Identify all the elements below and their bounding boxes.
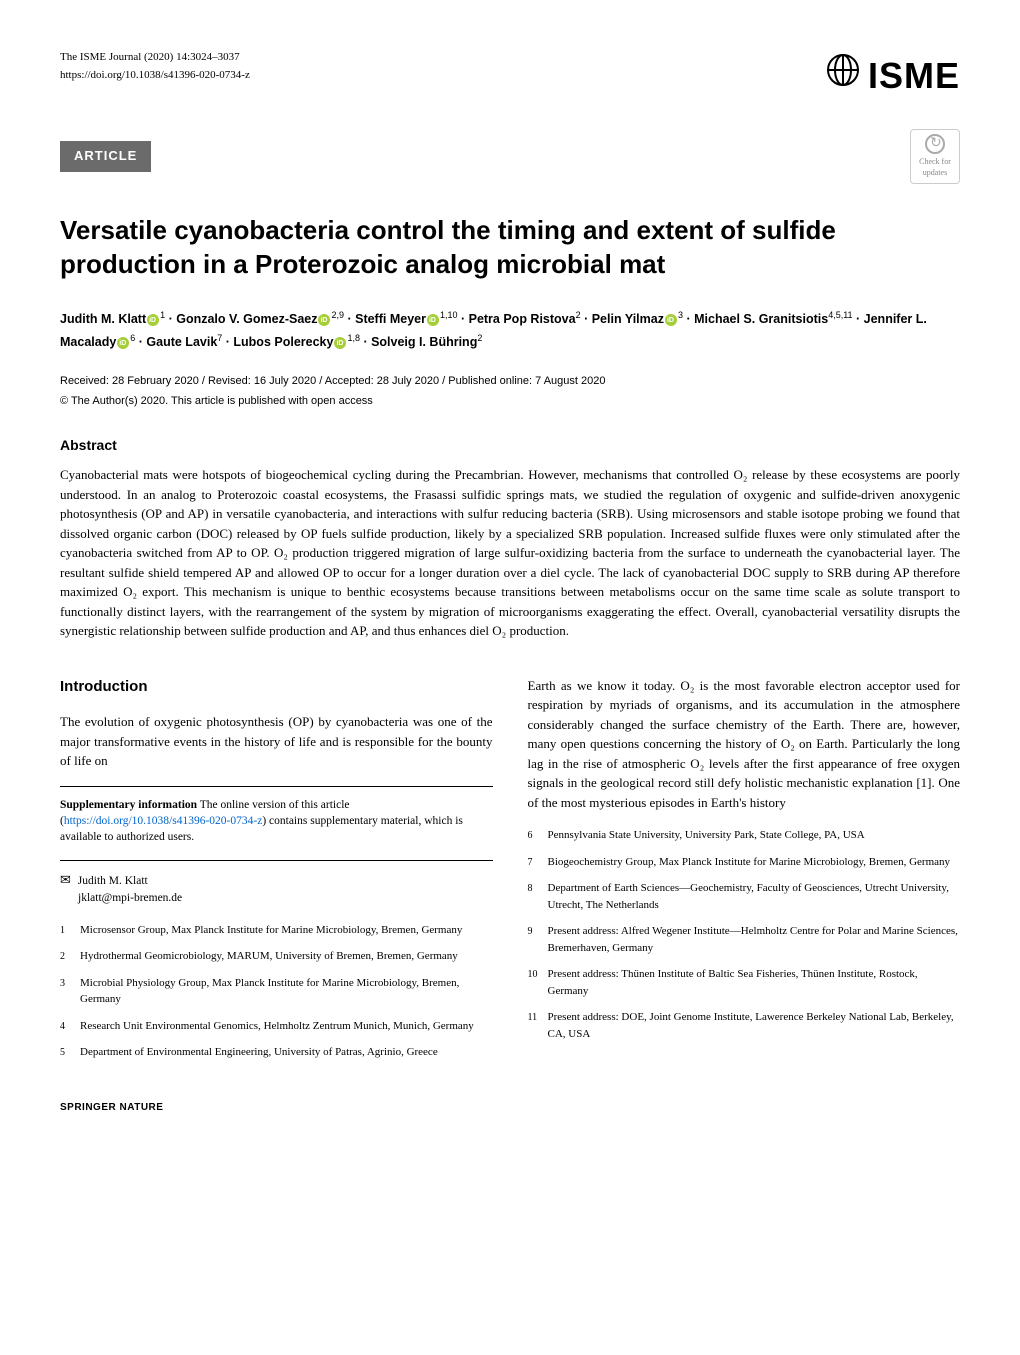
affil-text: Department of Environmental Engineering,…	[80, 1044, 493, 1061]
affiliations-left: 1Microsensor Group, Max Planck Institute…	[60, 922, 493, 1061]
article-dates: Received: 28 February 2020 / Revised: 16…	[60, 374, 960, 390]
affil-text: Biogeochemistry Group, Max Planck Instit…	[548, 854, 961, 871]
article-title: Versatile cyanobacteria control the timi…	[60, 214, 960, 282]
two-column-body: Introduction The evolution of oxygenic p…	[60, 676, 960, 1071]
affiliation-item: 7Biogeochemistry Group, Max Planck Insti…	[528, 854, 961, 871]
check-updates-icon	[925, 134, 945, 154]
affil-number: 11	[528, 1009, 548, 1042]
affil-text: Microbial Physiology Group, Max Planck I…	[80, 975, 493, 1008]
right-column: Earth as we know it today. O₂ is the mos…	[528, 676, 961, 1071]
affiliation-item: 4Research Unit Environmental Genomics, H…	[60, 1018, 493, 1035]
corresp-name: Judith M. Klatt	[78, 875, 148, 887]
article-tag-row: ARTICLE Check for updates	[60, 129, 960, 184]
affil-text: Present address: DOE, Joint Genome Insti…	[548, 1009, 961, 1042]
affil-number: 2	[60, 948, 80, 965]
license-line: © The Author(s) 2020. This article is pu…	[60, 394, 960, 410]
envelope-icon: ✉	[60, 872, 71, 887]
intro-paragraph-2: Earth as we know it today. O₂ is the mos…	[528, 676, 961, 813]
affil-number: 9	[528, 923, 548, 956]
springer-nature-footer: SPRINGER NATURE	[60, 1101, 960, 1116]
left-column: Introduction The evolution of oxygenic p…	[60, 676, 493, 1071]
affiliation-item: 8Department of Earth Sciences—Geochemist…	[528, 880, 961, 913]
supp-link[interactable]: https://doi.org/10.1038/s41396-020-0734-…	[64, 815, 262, 827]
check-updates-badge[interactable]: Check for updates	[910, 129, 960, 184]
affil-number: 4	[60, 1018, 80, 1035]
affil-text: Research Unit Environmental Genomics, He…	[80, 1018, 493, 1035]
abstract-heading: Abstract	[60, 435, 960, 455]
affil-text: Hydrothermal Geomicrobiology, MARUM, Uni…	[80, 948, 493, 965]
affiliation-item: 6Pennsylvania State University, Universi…	[528, 827, 961, 844]
affiliation-item: 3Microbial Physiology Group, Max Planck …	[60, 975, 493, 1008]
affil-text: Pennsylvania State University, Universit…	[548, 827, 961, 844]
orcid-icon[interactable]	[665, 314, 677, 326]
authors-line: Judith M. Klatt1 · Gonzalo V. Gomez-Saez…	[60, 307, 960, 354]
affiliation-item: 2Hydrothermal Geomicrobiology, MARUM, Un…	[60, 948, 493, 965]
affiliation-item: 1Microsensor Group, Max Planck Institute…	[60, 922, 493, 939]
affiliation-item: 5Department of Environmental Engineering…	[60, 1044, 493, 1061]
supp-label: Supplementary information	[60, 799, 197, 811]
isme-logo: ISME	[826, 50, 960, 102]
orcid-icon[interactable]	[427, 314, 439, 326]
isme-text: ISME	[868, 50, 960, 102]
intro-paragraph-1: The evolution of oxygenic photosynthesis…	[60, 712, 493, 771]
affil-number: 5	[60, 1044, 80, 1061]
orcid-icon[interactable]	[147, 314, 159, 326]
globe-icon	[826, 53, 860, 100]
affil-number: 10	[528, 966, 548, 999]
affil-text: Present address: Thünen Institute of Bal…	[548, 966, 961, 999]
affil-number: 6	[528, 827, 548, 844]
affil-text: Department of Earth Sciences—Geochemistr…	[548, 880, 961, 913]
orcid-icon[interactable]	[117, 337, 129, 349]
left-header: The ISME Journal (2020) 14:3024–3037 htt…	[60, 50, 826, 109]
affil-number: 3	[60, 975, 80, 1008]
supplementary-info-box: Supplementary information The online ver…	[60, 786, 493, 845]
check-updates-label: Check for updates	[919, 157, 951, 178]
corresp-email: jklatt@mpi-bremen.de	[78, 892, 182, 904]
abstract-text: Cyanobacterial mats were hotspots of bio…	[60, 465, 960, 641]
affil-number: 8	[528, 880, 548, 913]
affil-text: Present address: Alfred Wegener Institut…	[548, 923, 961, 956]
affiliations-right: 6Pennsylvania State University, Universi…	[528, 827, 961, 1042]
affiliation-item: 11Present address: DOE, Joint Genome Ins…	[528, 1009, 961, 1042]
affiliation-item: 9Present address: Alfred Wegener Institu…	[528, 923, 961, 956]
affil-number: 7	[528, 854, 548, 871]
article-tag: ARTICLE	[60, 141, 151, 172]
affil-number: 1	[60, 922, 80, 939]
orcid-icon[interactable]	[334, 337, 346, 349]
introduction-heading: Introduction	[60, 676, 493, 698]
doi-link[interactable]: https://doi.org/10.1038/s41396-020-0734-…	[60, 68, 826, 84]
affil-text: Microsensor Group, Max Planck Institute …	[80, 922, 493, 939]
orcid-icon[interactable]	[318, 314, 330, 326]
affiliation-item: 10Present address: Thünen Institute of B…	[528, 966, 961, 999]
corresponding-author: ✉ Judith M. Klatt jklatt@mpi-bremen.de	[60, 860, 493, 907]
header-row: The ISME Journal (2020) 14:3024–3037 htt…	[60, 50, 960, 109]
journal-citation: The ISME Journal (2020) 14:3024–3037	[60, 50, 826, 66]
